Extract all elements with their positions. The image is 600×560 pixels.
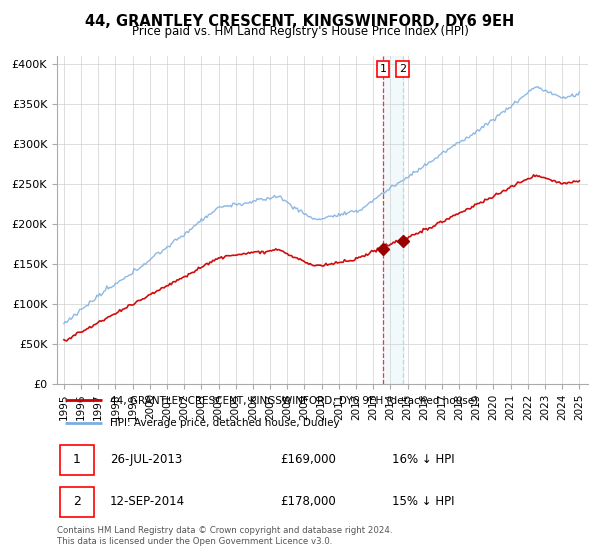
Text: 44, GRANTLEY CRESCENT, KINGSWINFORD, DY6 9EH: 44, GRANTLEY CRESCENT, KINGSWINFORD, DY6… [85, 14, 515, 29]
Text: HPI: Average price, detached house, Dudley: HPI: Average price, detached house, Dudl… [110, 418, 340, 428]
Bar [383, 56, 403, 384]
Text: 1: 1 [73, 453, 80, 466]
FancyBboxPatch shape [59, 487, 94, 517]
Text: 2: 2 [73, 495, 80, 508]
Text: £169,000: £169,000 [280, 453, 336, 466]
Text: 12-SEP-2014: 12-SEP-2014 [110, 495, 185, 508]
Text: 44, GRANTLEY CRESCENT, KINGSWINFORD, DY6 9EH (detached house): 44, GRANTLEY CRESCENT, KINGSWINFORD, DY6… [110, 395, 478, 405]
Text: £178,000: £178,000 [280, 495, 336, 508]
Text: 1: 1 [379, 64, 386, 74]
Text: 16% ↓ HPI: 16% ↓ HPI [392, 453, 454, 466]
Text: 2: 2 [399, 64, 406, 74]
Text: Contains HM Land Registry data © Crown copyright and database right 2024.
This d: Contains HM Land Registry data © Crown c… [57, 526, 392, 546]
FancyBboxPatch shape [59, 445, 94, 475]
Text: 15% ↓ HPI: 15% ↓ HPI [392, 495, 454, 508]
Text: 26-JUL-2013: 26-JUL-2013 [110, 453, 182, 466]
Text: Price paid vs. HM Land Registry's House Price Index (HPI): Price paid vs. HM Land Registry's House … [131, 25, 469, 38]
